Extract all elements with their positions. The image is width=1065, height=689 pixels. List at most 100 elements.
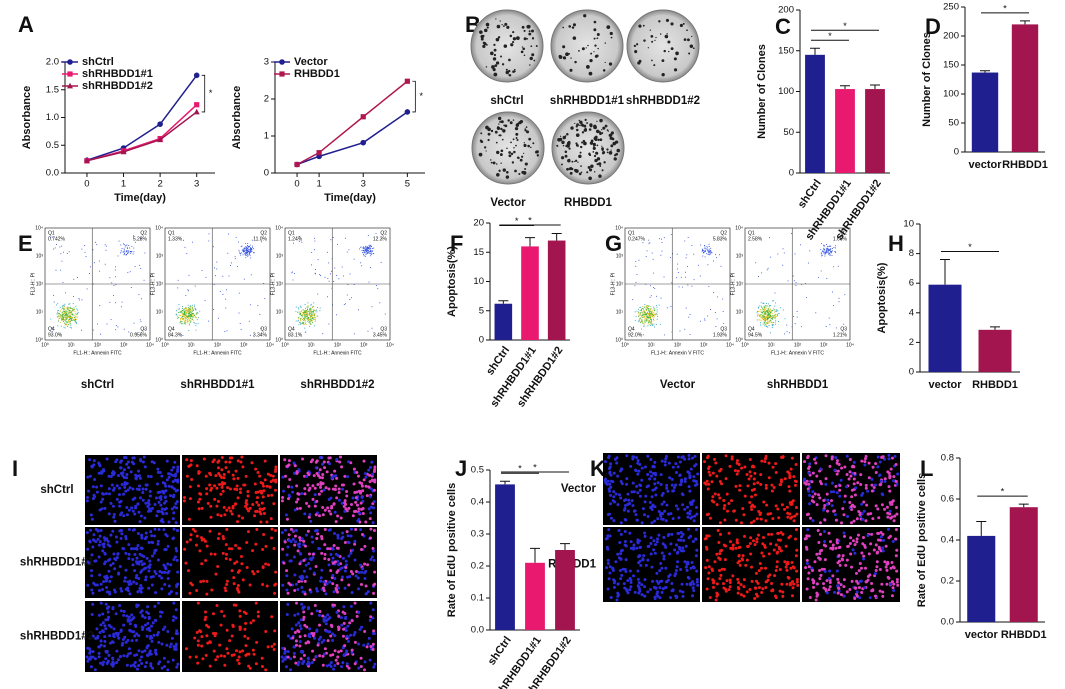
- flow-event: [188, 315, 190, 317]
- flow-event: [373, 253, 375, 254]
- colony: [505, 70, 510, 75]
- cell: [817, 493, 821, 497]
- colony: [607, 130, 609, 132]
- flow-event: [774, 321, 776, 323]
- cell: [743, 465, 747, 469]
- flow-event: [766, 313, 768, 315]
- flow-event: [190, 308, 192, 310]
- cell: [137, 560, 141, 564]
- cell: [146, 474, 150, 478]
- cell: [609, 493, 613, 497]
- cell: [243, 504, 247, 508]
- cell: [790, 515, 794, 519]
- flow-event: [765, 318, 767, 320]
- flow-event: [299, 311, 301, 313]
- cell: [125, 462, 129, 466]
- cell: [159, 519, 163, 523]
- flow-event: [72, 310, 74, 311]
- flow-event: [366, 252, 368, 254]
- flow-event: [825, 251, 827, 253]
- cell: [310, 535, 314, 539]
- colony: [666, 33, 668, 35]
- flow-event: [110, 319, 112, 321]
- cell: [627, 498, 631, 502]
- flow-x-tick: 10⁰: [41, 342, 49, 348]
- cell: [321, 505, 325, 509]
- cell: [261, 565, 265, 569]
- cell: [99, 500, 103, 504]
- flow-event: [647, 319, 649, 321]
- cell: [266, 472, 270, 476]
- cell: [245, 507, 249, 511]
- cell: [849, 521, 853, 525]
- flow-event: [763, 306, 765, 308]
- cell: [109, 625, 113, 629]
- cell: [305, 475, 309, 479]
- colony: [604, 61, 606, 64]
- flow-event: [833, 266, 835, 268]
- flow-event: [763, 319, 765, 321]
- cell: [196, 601, 200, 605]
- cell: [263, 478, 267, 482]
- flow-event: [786, 331, 788, 333]
- flow-event: [133, 251, 135, 253]
- cell: [853, 471, 857, 475]
- colony: [521, 25, 525, 29]
- cell: [364, 569, 368, 573]
- flow-event: [377, 288, 379, 290]
- flow-event: [771, 327, 773, 329]
- flow-event: [299, 305, 301, 307]
- cell: [290, 485, 294, 489]
- cell: [174, 647, 178, 651]
- flow-event: [250, 251, 252, 253]
- colony: [613, 157, 617, 161]
- colony: [492, 68, 496, 72]
- cell: [806, 454, 810, 458]
- cell: [313, 504, 317, 508]
- cell: [211, 631, 215, 635]
- cell: [341, 535, 345, 539]
- colony: [482, 41, 486, 45]
- cell: [172, 465, 176, 469]
- flow-event: [773, 309, 775, 311]
- flow-event: [75, 311, 77, 313]
- cell: [340, 578, 344, 582]
- cell: [830, 481, 834, 485]
- cell: [329, 569, 333, 573]
- flow-event: [249, 248, 251, 249]
- cell: [141, 487, 145, 491]
- cell: [808, 502, 812, 506]
- flow-event: [228, 275, 230, 277]
- flow-event: [185, 309, 187, 311]
- flow-event: [246, 250, 248, 252]
- flow-event: [182, 311, 184, 313]
- flow-event: [703, 252, 704, 254]
- panel-label: E: [18, 231, 33, 256]
- flow-event: [314, 240, 316, 242]
- cell: [199, 492, 203, 496]
- cell: [148, 490, 152, 494]
- flow-event: [643, 316, 645, 318]
- cell: [734, 484, 738, 488]
- flow-event: [65, 323, 67, 325]
- cell: [741, 507, 745, 511]
- cell: [663, 509, 667, 513]
- flow-event: [305, 313, 307, 315]
- flow-event: [823, 248, 825, 250]
- colony: [562, 26, 565, 29]
- cell: [154, 548, 158, 552]
- cell: [870, 489, 874, 493]
- flow-event: [187, 319, 189, 321]
- flow-event: [823, 249, 825, 251]
- flow-event: [759, 315, 761, 317]
- flow-event: [182, 319, 184, 321]
- cell: [302, 539, 306, 543]
- cell: [888, 489, 892, 493]
- cell: [290, 627, 294, 631]
- flow-event: [243, 250, 245, 252]
- panel-label: I: [12, 456, 18, 481]
- cell: [160, 666, 164, 670]
- cell: [94, 559, 98, 563]
- cell: [287, 533, 291, 537]
- cell: [111, 473, 115, 477]
